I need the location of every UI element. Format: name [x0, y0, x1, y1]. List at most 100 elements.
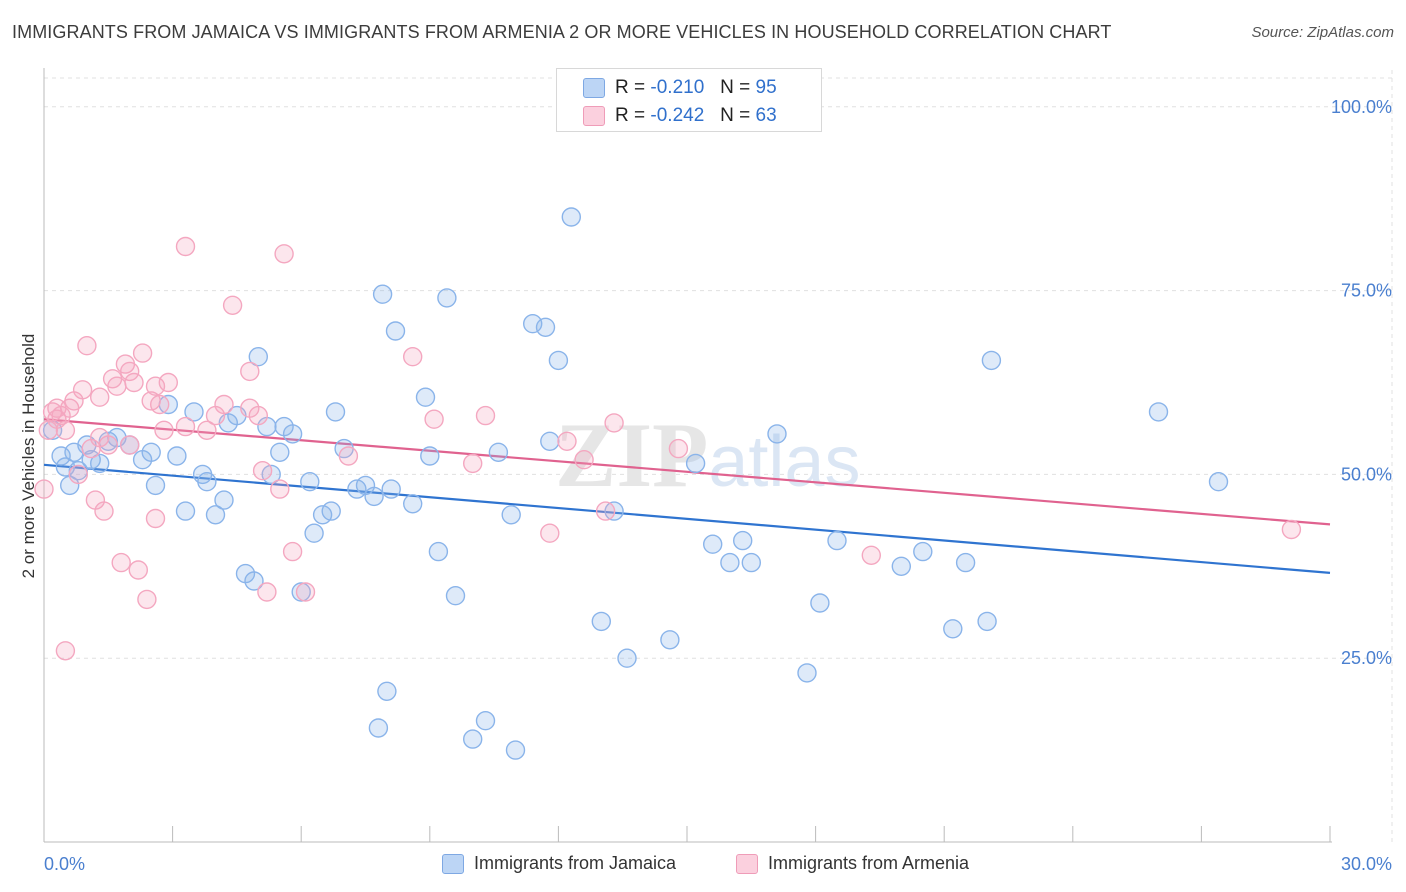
- data-point: [214, 394, 234, 415]
- data-point: [445, 586, 466, 606]
- correlation-legend: R = -0.210 N = 95 R = -0.242 N = 63: [556, 68, 822, 132]
- watermark: ZIPatlas: [555, 404, 860, 506]
- trend-line-armenia: [43, 418, 1331, 526]
- data-point: [535, 317, 556, 337]
- data-point: [291, 582, 311, 602]
- source-credit: Source: ZipAtlas.com: [1251, 24, 1394, 41]
- data-point: [184, 402, 204, 422]
- data-point: [617, 648, 637, 668]
- data-point: [733, 530, 753, 551]
- data-point: [372, 284, 393, 304]
- data-point: [574, 450, 594, 470]
- data-point: [415, 387, 436, 407]
- data-point: [197, 420, 217, 440]
- data-point: [403, 494, 423, 514]
- data-point: [505, 740, 526, 760]
- data-point: [111, 552, 131, 573]
- data-point: [977, 611, 997, 632]
- data-point: [175, 416, 196, 437]
- legend-n-label: N =: [720, 77, 751, 98]
- data-point: [488, 442, 509, 462]
- data-point: [720, 552, 740, 573]
- data-point: [72, 380, 93, 400]
- data-point: [107, 376, 127, 396]
- data-points: [34, 207, 1302, 760]
- data-point: [132, 343, 153, 363]
- data-point: [55, 641, 76, 661]
- data-point: [158, 372, 179, 393]
- chart-title: IMMIGRANTS FROM JAMAICA VS IMMIGRANTS FR…: [12, 22, 1112, 42]
- y-tick-label: 50.0%: [1341, 464, 1392, 484]
- data-point: [797, 663, 817, 683]
- data-point: [540, 431, 560, 451]
- data-point: [501, 505, 521, 525]
- legend-swatch-armenia: [583, 106, 605, 126]
- data-point: [981, 350, 1002, 371]
- data-point: [175, 501, 196, 521]
- data-point: [222, 295, 243, 315]
- data-point: [119, 361, 140, 382]
- data-point: [270, 479, 290, 499]
- bottom-legend-label-jamaica: Immigrants from Jamaica: [474, 853, 677, 873]
- data-point: [77, 336, 97, 356]
- x-tick-label: 30.0%: [1341, 854, 1392, 874]
- data-point: [1148, 402, 1169, 422]
- data-point: [124, 372, 144, 393]
- grid-lines: [44, 70, 1393, 842]
- legend-r-value: -0.210: [650, 77, 705, 98]
- data-point: [321, 501, 341, 521]
- data-point: [364, 486, 384, 507]
- data-point: [295, 582, 316, 602]
- data-point: [137, 589, 157, 610]
- y-tick-label: 25.0%: [1341, 648, 1392, 668]
- data-point: [270, 442, 290, 462]
- data-point: [561, 207, 581, 227]
- legend-text-armenia: R = -0.242 N = 63: [615, 105, 777, 127]
- data-point: [149, 394, 170, 415]
- data-point: [377, 681, 397, 701]
- data-point: [428, 541, 449, 562]
- data-point: [47, 398, 67, 418]
- data-point: [943, 619, 963, 639]
- y-axis-title: 2 or more Vehicles in Household: [19, 334, 38, 579]
- data-point: [119, 435, 140, 455]
- legend-text-jamaica: R = -0.210 N = 95: [615, 77, 777, 99]
- axes: [43, 68, 1332, 843]
- data-point: [240, 361, 260, 382]
- data-point: [89, 387, 110, 407]
- series-jamaica: [42, 207, 1229, 760]
- data-point: [668, 438, 689, 459]
- data-point: [252, 461, 273, 481]
- data-point: [595, 501, 616, 521]
- data-point: [128, 560, 149, 580]
- data-point: [274, 244, 294, 264]
- data-point: [338, 446, 359, 466]
- data-point: [34, 479, 54, 499]
- trend-lines: [43, 418, 1331, 574]
- legend-n-label: N =: [720, 105, 751, 126]
- data-point: [154, 420, 174, 440]
- data-point: [463, 453, 483, 474]
- data-point: [257, 582, 277, 602]
- data-point: [548, 350, 569, 371]
- data-point: [385, 321, 406, 341]
- data-point: [475, 405, 496, 426]
- data-point: [810, 593, 830, 613]
- data-point: [685, 453, 706, 474]
- data-point: [604, 413, 624, 433]
- data-point: [403, 347, 423, 367]
- data-point: [660, 630, 680, 650]
- data-point: [244, 571, 264, 591]
- data-point: [437, 288, 457, 308]
- data-point: [141, 442, 161, 462]
- data-point: [591, 611, 611, 632]
- data-point: [94, 501, 114, 521]
- x-tick-label: 0.0%: [44, 854, 85, 874]
- axis-labels: 25.0% 50.0% 75.0% 100.0% 0.0% 30.0% 2 or more …: [19, 97, 1392, 874]
- series-armenia: [34, 236, 1302, 661]
- data-point: [282, 424, 303, 444]
- data-point: [248, 347, 268, 367]
- data-point: [475, 711, 496, 731]
- bottom-legend-label-armenia: Immigrants from Armenia: [768, 853, 970, 873]
